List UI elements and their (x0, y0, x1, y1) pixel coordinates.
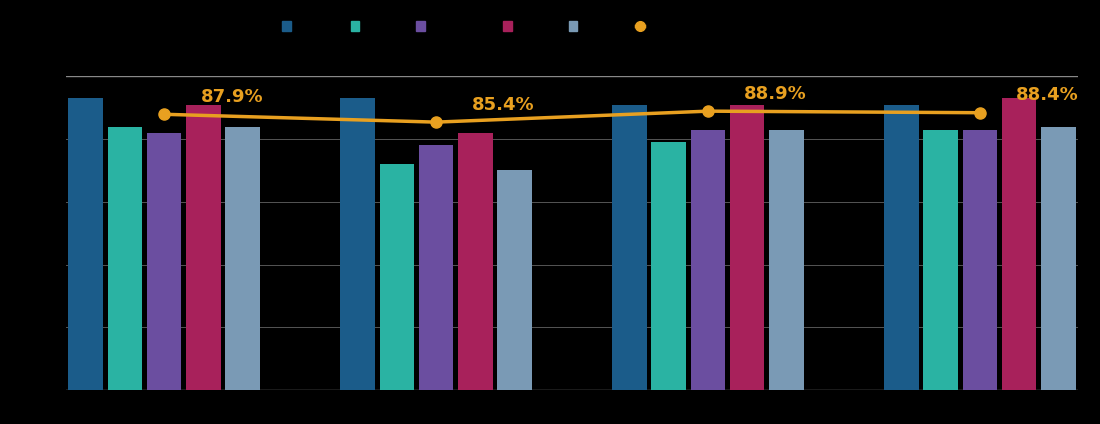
Bar (226, 126, 260, 390)
Bar (1041, 126, 1076, 390)
Bar (186, 105, 221, 390)
Bar (884, 105, 918, 390)
Text: 85.4%: 85.4% (472, 95, 535, 114)
Bar (923, 130, 958, 390)
Legend: White, Black, Hispanic, Asian, Other, Overall: White, Black, Hispanic, Asian, Other, Ov… (277, 14, 705, 39)
Bar (962, 130, 997, 390)
Bar (379, 164, 414, 390)
Bar (769, 130, 804, 390)
Bar (340, 98, 375, 390)
Bar (458, 133, 493, 390)
Bar (651, 142, 686, 390)
Bar (691, 130, 725, 390)
Bar (419, 145, 453, 390)
Bar (612, 105, 647, 390)
Bar (497, 170, 532, 390)
Bar (1002, 98, 1036, 390)
Bar (108, 126, 142, 390)
Text: 88.4%: 88.4% (1016, 86, 1079, 104)
Text: 88.9%: 88.9% (745, 85, 807, 103)
Bar (147, 133, 182, 390)
Bar (730, 105, 764, 390)
Bar (68, 98, 103, 390)
Text: 87.9%: 87.9% (200, 88, 263, 106)
